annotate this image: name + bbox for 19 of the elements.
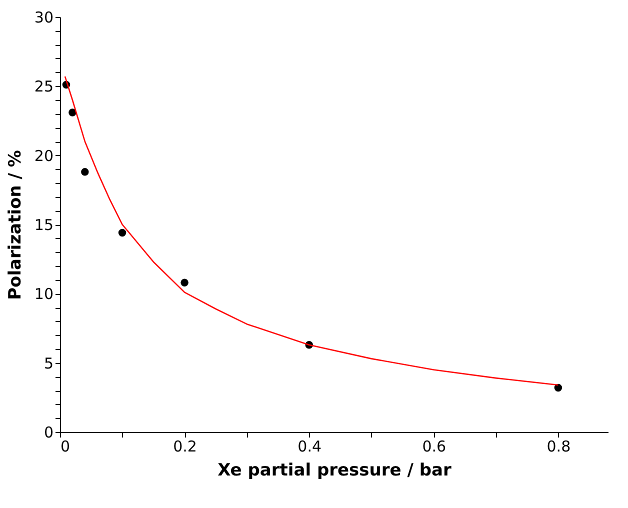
y-tick-label: 0 [44,424,54,442]
x-tick-label: 0 [60,438,70,456]
point [180,278,188,286]
y-tick-label: 15 [34,216,54,234]
y-tick-label: 5 [44,354,54,372]
y-tick-label: 20 [34,146,54,165]
x-tick-label: 0.6 [422,438,446,456]
point [118,228,126,237]
x-tick-label: 0.8 [546,438,571,456]
point [554,384,562,392]
x-tick-label: 0.2 [173,438,197,456]
point [81,168,89,176]
x-tick-label: 0.4 [298,438,322,456]
point [68,108,76,116]
y-tick-label: 10 [34,285,54,304]
y-axis-title: Polarization / % [5,150,26,300]
x-axis-title: Xe partial pressure / bar [218,460,452,480]
y-tick-label: 25 [34,78,54,96]
y-tick-label: 30 [34,8,54,26]
